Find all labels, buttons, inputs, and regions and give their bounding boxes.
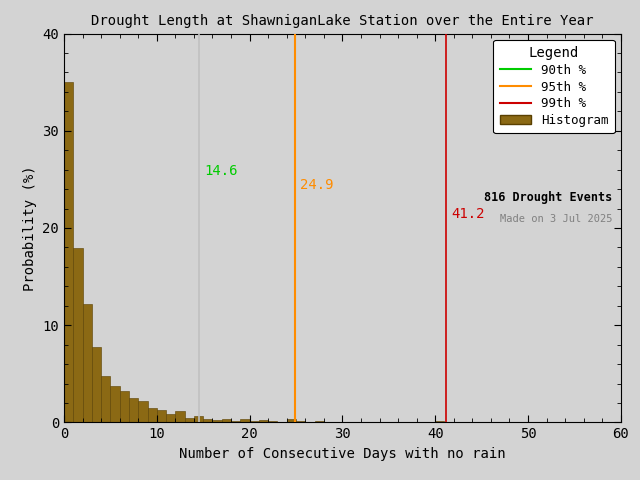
Bar [92, 347, 101, 422]
Bar [435, 421, 444, 422]
Bar [120, 391, 129, 422]
Bar [175, 411, 184, 422]
Bar [231, 421, 241, 422]
Bar [212, 420, 222, 422]
Bar [64, 82, 73, 422]
X-axis label: Number of Consecutive Days with no rain: Number of Consecutive Days with no rain [179, 447, 506, 461]
Bar [83, 304, 92, 422]
Bar [166, 414, 175, 422]
Bar [250, 421, 259, 422]
Bar [129, 398, 138, 422]
Text: Made on 3 Jul 2025: Made on 3 Jul 2025 [500, 215, 612, 224]
Bar [111, 386, 120, 422]
Legend: 90th %, 95th %, 99th %, Histogram: 90th %, 95th %, 99th %, Histogram [493, 40, 614, 133]
Text: 14.6: 14.6 [204, 164, 237, 178]
Bar [241, 419, 250, 422]
Bar [268, 421, 277, 422]
Y-axis label: Probability (%): Probability (%) [23, 165, 37, 291]
Title: Drought Length at ShawniganLake Station over the Entire Year: Drought Length at ShawniganLake Station … [91, 14, 594, 28]
Text: 24.9: 24.9 [300, 178, 333, 192]
Bar [194, 416, 204, 422]
Text: 816 Drought Events: 816 Drought Events [484, 191, 612, 204]
Bar [138, 401, 148, 422]
Bar [296, 421, 305, 422]
Bar [157, 410, 166, 422]
Bar [287, 419, 296, 422]
Bar [259, 420, 268, 422]
Bar [73, 249, 83, 422]
Bar [184, 418, 194, 422]
Bar [314, 421, 324, 422]
Bar [222, 419, 231, 422]
Text: 41.2: 41.2 [451, 207, 484, 221]
Bar [204, 419, 212, 422]
Bar [101, 376, 111, 422]
Bar [147, 408, 157, 422]
